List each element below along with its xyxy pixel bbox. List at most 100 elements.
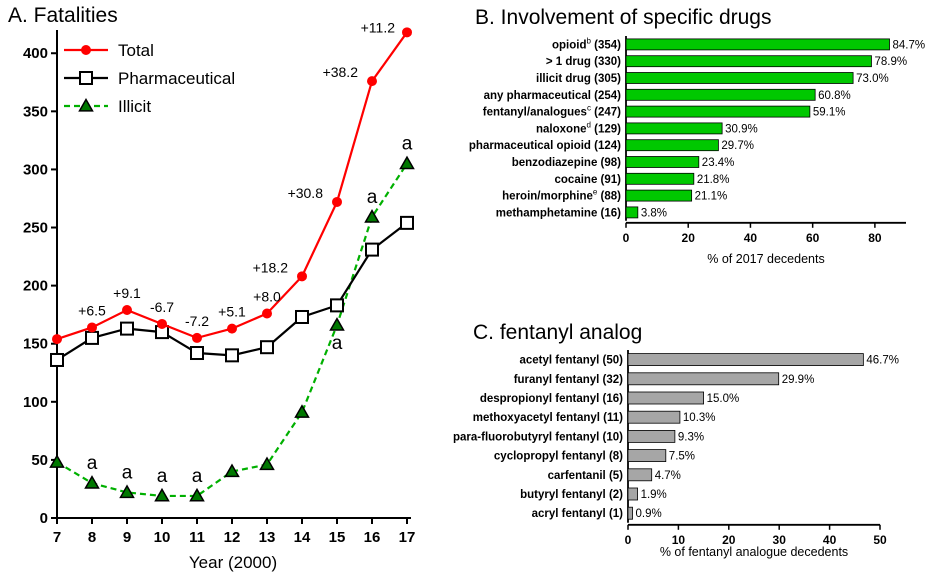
panel-a-y-tick-label: 50 [31,452,48,469]
panel-c-category-label: despropionyl fentanyl (16) [480,393,623,405]
series-point-illicit [399,155,415,170]
legend-marker-pharmaceutical [79,71,93,85]
series-point-pharmaceutical [400,215,414,230]
series-point-illicit [259,456,275,471]
panel-b-x-tick-label: 20 [682,231,696,245]
panel-b-x-tick-label: 0 [623,231,630,245]
panel-a-x-tick-label: 15 [329,529,346,546]
panel-b-bar-value-label: 21.8% [697,174,730,186]
total-change-label: -7.2 [185,313,209,329]
panel-b-bar [625,189,693,202]
series-point-total [122,305,132,316]
panel-b-bar [625,122,723,135]
series-point-pharmaceutical [330,298,344,313]
panel-c-bar [627,353,864,367]
panel-c-bar [627,506,633,520]
panel-a-y-tick-label: 350 [23,103,48,120]
panel-b-bar-value-label: 3.8% [641,207,667,219]
panel-a-x-tick-label: 8 [88,529,96,546]
panel-c-category-label: acetyl fentanyl (50) [519,355,623,367]
panel-b-bar-value-label: 59.1% [813,107,846,119]
panel-b-x-tick-label: 80 [868,231,882,245]
series-point-illicit [84,475,100,489]
panel-b-bar-value-label: 29.7% [721,140,754,152]
series-point-total [262,308,272,319]
panel-b-bar-value-label: 23.4% [702,157,735,169]
panel-c-bar-value-label: 9.3% [678,431,704,443]
panel-c-x-tick-label: 50 [873,533,887,547]
panel-b-bar [625,38,890,51]
total-change-label: -6.7 [150,299,174,315]
panel-c-bar [627,487,638,501]
panel-b-category-label: opioidb (354) [552,36,621,51]
panel-c-bar [627,468,653,482]
total-change-label: +38.2 [323,64,359,80]
series-point-pharmaceutical [225,348,239,363]
panel-c-bar [627,429,676,443]
panel-a-x-tick-label: 12 [224,529,241,546]
panel-c-category-label: methoxyacetyl fentanyl (11) [473,412,623,424]
panel-a-y-tick-label: 200 [23,278,48,295]
legend-marker-illicit [78,97,94,112]
panel-a-x-tick-label: 7 [53,529,61,546]
panel-a-x-tick-label: 9 [123,529,131,546]
panel-c-x-tick-label: 40 [823,533,837,547]
series-point-total [52,334,62,345]
panel-a-y-tick-label: 0 [40,510,48,527]
legend-label-pharmaceutical: Pharmaceutical [118,69,235,88]
panel-b-bar [625,172,695,185]
series-point-illicit [364,209,380,223]
panel-b-bar [625,72,854,84]
illicit-significance-mark: a [402,134,413,155]
panel-c-bar-value-label: 15.0% [707,393,740,405]
panel-c-category-label: furanyl fentanyl (32) [514,374,623,386]
series-point-pharmaceutical [85,330,99,345]
panel-c-bar-value-label: 10.3% [683,412,716,424]
panel-b-bar [625,156,700,168]
panel-a-x-tick-label: 16 [364,529,381,546]
panel-b-category-label: heroin/morphinee (88) [502,188,621,203]
panel-b-category-label: fentanyl/analoguesc (247) [483,104,621,119]
series-point-total [367,76,377,87]
panel-a-x-axis-label: Year (2000) [189,553,277,572]
series-point-pharmaceutical [295,309,309,324]
panel-a-x-tick-label: 11 [189,529,205,546]
total-change-label: +18.2 [253,259,289,275]
panel-c-bar [627,372,780,386]
panel-c-category-label: cyclopropyl fentanyl (8) [494,451,623,463]
series-point-illicit [154,487,170,502]
panel-b-title: B. Involvement of specific drugs [475,6,771,29]
panel-c-bar [627,449,667,463]
panel-a-title: A. Fatalities [8,4,118,27]
panel-a-x-tick-label: 13 [259,529,276,546]
illicit-significance-mark: a [122,462,133,483]
panel-c-category-label: carfentanil (5) [548,470,624,482]
illicit-significance-mark: a [87,453,98,474]
panel-a-x-tick-label: 14 [294,529,311,546]
total-change-label: +11.2 [361,19,396,35]
panel-c-fentanyl-analog: C. fentanyl analog % of fentanyl analogu… [453,321,899,559]
panel-c-category-label: para-fluorobutyryl fentanyl (10) [453,431,623,443]
panel-b-bar-value-label: 73.0% [856,73,889,85]
panel-c-bar-value-label: 1.9% [641,489,667,501]
illicit-significance-mark: a [367,187,378,208]
panel-b-category-label: > 1 drug (330) [546,56,621,68]
series-point-illicit [294,404,310,418]
total-change-label: +5.1 [218,304,246,320]
panel-b-bar [625,55,872,68]
panel-b-bar [625,105,811,118]
series-point-total [192,332,202,343]
panel-c-category-label: acryl fentanyl (1) [532,508,624,520]
series-point-pharmaceutical [260,340,274,355]
legend-label-illicit: Illicit [118,97,151,116]
series-point-pharmaceutical [120,321,134,336]
legend-marker-total [81,45,91,55]
panel-a-y-tick-label: 150 [23,336,48,353]
panel-b-bar [625,206,639,219]
series-point-total [157,318,167,329]
panel-a-y-tick-label: 300 [23,161,48,178]
panel-c-bar-value-label: 29.9% [782,374,815,386]
panel-c-bar-value-label: 46.7% [866,355,899,367]
series-point-total [332,196,342,207]
